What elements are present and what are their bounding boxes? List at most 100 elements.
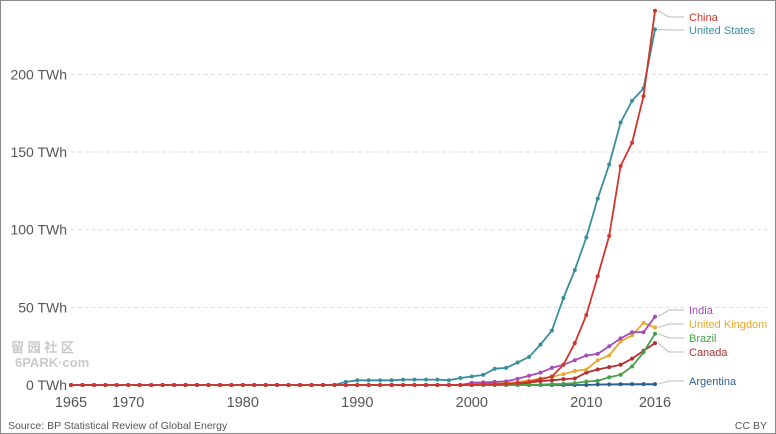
data-point [538, 382, 543, 387]
series-label-brazil: Brazil [689, 333, 717, 345]
watermark: 留 园 社 区 6PARK·com [11, 340, 89, 370]
data-point [504, 381, 509, 386]
data-point [572, 376, 577, 381]
leader-line [657, 323, 684, 329]
data-point [424, 377, 428, 382]
data-point [309, 383, 314, 387]
data-point [378, 383, 383, 387]
leader-line [657, 342, 684, 353]
data-point [504, 365, 509, 370]
data-point [492, 366, 497, 371]
data-point [549, 365, 554, 370]
series-united-states [69, 27, 657, 387]
series-label-china: China [689, 12, 719, 24]
data-point [630, 330, 635, 335]
data-point [630, 98, 635, 103]
watermark-line1: 留 园 社 区 [11, 340, 74, 355]
data-point [458, 376, 463, 380]
data-point [481, 372, 486, 377]
leader-line [657, 309, 684, 318]
data-point [561, 362, 566, 367]
data-point [298, 383, 302, 387]
data-point [618, 362, 623, 367]
data-point [641, 94, 646, 99]
data-point [607, 382, 612, 387]
x-tick-label: 2000 [456, 395, 488, 411]
series-label-canada: Canada [689, 347, 728, 359]
data-point [469, 383, 474, 387]
data-point [275, 383, 280, 387]
data-point [527, 355, 531, 359]
data-point [320, 383, 325, 387]
data-point [653, 8, 657, 13]
data-point [80, 383, 85, 387]
x-tick-label: 1970 [112, 395, 144, 411]
data-point [366, 383, 371, 387]
data-point [561, 296, 566, 300]
data-point [343, 379, 348, 384]
data-point [561, 381, 566, 386]
series-line [71, 316, 656, 386]
data-point [515, 360, 520, 365]
data-point [618, 382, 623, 387]
data-point [641, 350, 646, 355]
data-point [366, 378, 371, 383]
data-point [653, 325, 657, 330]
data-point [332, 383, 337, 387]
data-point [389, 383, 394, 387]
data-point [446, 378, 451, 383]
data-point [618, 336, 623, 341]
data-point [630, 364, 635, 369]
data-point [630, 140, 635, 145]
data-point [595, 351, 600, 356]
data-point [378, 378, 383, 383]
data-point [458, 383, 463, 387]
data-point [584, 313, 589, 318]
data-point [401, 383, 406, 387]
data-point [435, 383, 440, 387]
leader-line [657, 333, 684, 339]
data-point [492, 382, 497, 387]
data-point [572, 381, 577, 386]
y-tick-label: 0 TWh [26, 377, 67, 393]
license-note: CC BY [735, 420, 767, 432]
data-point [527, 379, 531, 384]
data-point [641, 330, 646, 335]
data-point [595, 367, 600, 372]
source-note: Source: BP Statistical Review of Global … [8, 420, 228, 432]
data-point [607, 162, 612, 167]
series-label-united-states: United States [689, 25, 756, 37]
data-point [584, 379, 589, 384]
data-point [527, 383, 531, 387]
y-tick-label: 50 TWh [18, 299, 67, 315]
y-tick-label: 150 TWh [10, 144, 67, 160]
leader-line [657, 28, 684, 31]
data-point [561, 372, 566, 377]
data-point [607, 233, 612, 238]
data-point [229, 383, 234, 387]
data-point [584, 353, 589, 358]
data-point [389, 378, 394, 383]
data-point [355, 383, 360, 387]
data-point [343, 383, 348, 387]
data-point [206, 383, 211, 387]
series-lines [69, 8, 657, 387]
data-point [469, 374, 474, 379]
data-point [263, 383, 268, 387]
data-point [217, 383, 222, 387]
data-point [607, 375, 612, 380]
data-point [549, 378, 554, 383]
data-point [618, 372, 623, 377]
series-label-united-kingdom: United Kingdom [689, 319, 767, 331]
data-point [401, 377, 406, 382]
data-point [584, 235, 589, 240]
x-tick-label: 1965 [55, 395, 87, 411]
series-line [71, 10, 656, 386]
series-china [69, 8, 657, 387]
data-point [114, 383, 119, 387]
data-point [630, 356, 635, 361]
data-point [607, 344, 612, 349]
data-point [103, 383, 108, 387]
data-point [252, 383, 257, 387]
